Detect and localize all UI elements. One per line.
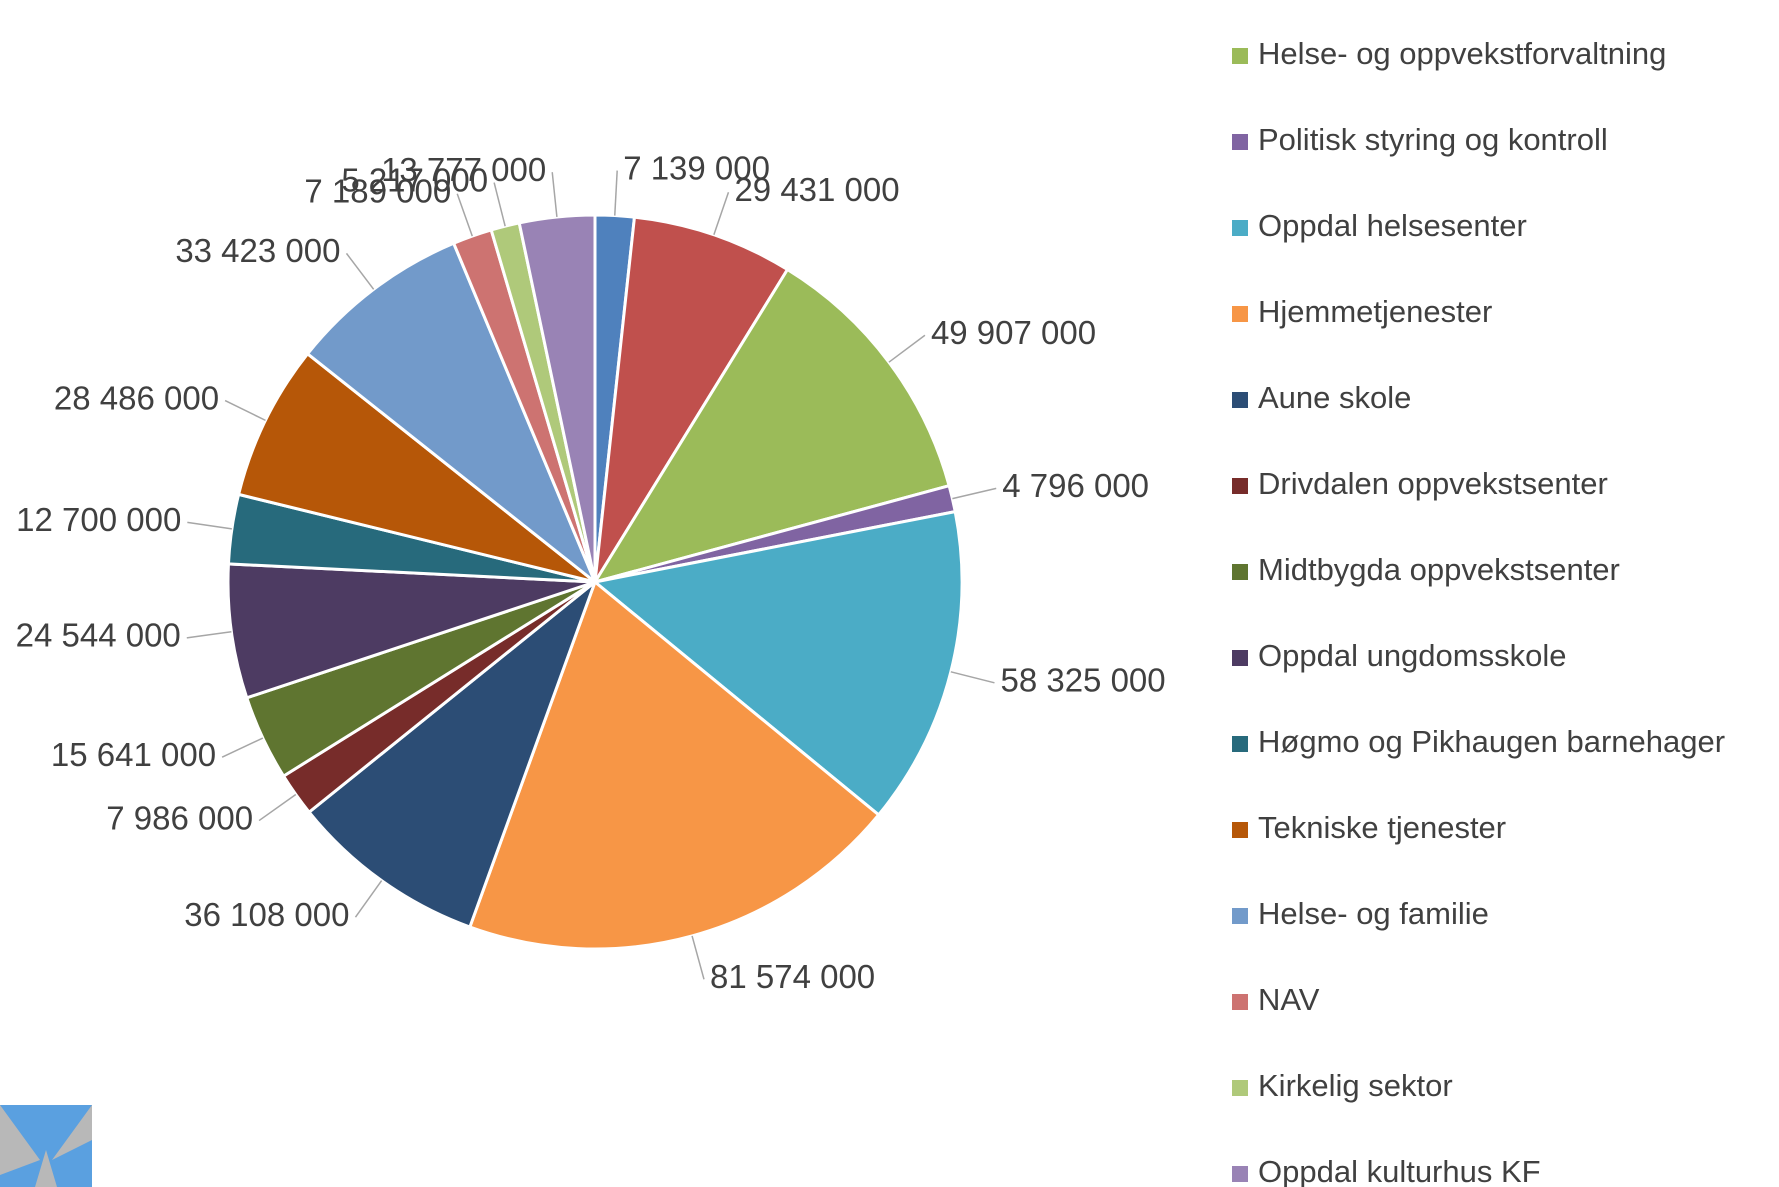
- legend-label: Drivdalen oppvekstsenter: [1258, 466, 1608, 501]
- data-label: 5 217 000: [341, 161, 488, 198]
- data-label: 24 544 000: [16, 617, 181, 654]
- pie-slice: [305, 241, 597, 584]
- logo: [0, 1105, 92, 1187]
- legend-swatch: [1232, 994, 1248, 1010]
- leader-line: [354, 880, 383, 918]
- legend-label: Aune skole: [1258, 380, 1411, 415]
- pie-slice: [226, 562, 596, 700]
- pie-slice: [591, 509, 964, 817]
- legend-swatch: [1232, 1166, 1248, 1182]
- leader-line: [258, 793, 297, 822]
- leader-line: [551, 172, 558, 218]
- leader-line: [345, 252, 375, 290]
- leader-line: [952, 487, 997, 500]
- data-label: 15 641 000: [51, 736, 216, 773]
- legend-label: Helse- og familie: [1258, 896, 1489, 931]
- legend-swatch: [1232, 306, 1248, 322]
- legend-label: Oppdal ungdomsskole: [1258, 638, 1566, 673]
- legend-label: Politisk styring og kontroll: [1258, 122, 1608, 157]
- leader-line: [224, 399, 266, 422]
- legend-label: Midtbygda oppvekstsenter: [1258, 552, 1620, 587]
- data-label: 12 700 000: [16, 501, 181, 538]
- data-label: 28 486 000: [54, 379, 219, 416]
- data-label: 49 907 000: [931, 314, 1096, 351]
- legend-swatch: [1232, 392, 1248, 408]
- data-label: 33 423 000: [175, 232, 340, 269]
- legend-swatch: [1232, 478, 1248, 494]
- data-label: 4 796 000: [1002, 467, 1149, 504]
- pie-slice: [517, 213, 597, 583]
- legend-label: Hjemmetjenester: [1258, 294, 1492, 329]
- leader-line: [713, 191, 730, 236]
- leader-line: [691, 935, 705, 980]
- leader-line: [221, 737, 264, 758]
- legend-swatch: [1232, 822, 1248, 838]
- data-label: 7 986 000: [106, 799, 253, 836]
- legend-label: Kirkelig sektor: [1258, 1068, 1453, 1103]
- leader-line: [950, 671, 995, 684]
- leader-line: [614, 170, 618, 216]
- leader-line: [187, 521, 232, 530]
- legend-swatch: [1232, 220, 1248, 236]
- pie-slice: [236, 351, 596, 584]
- legend-swatch: [1232, 908, 1248, 924]
- leader-line: [888, 334, 926, 363]
- data-label: 29 431 000: [734, 171, 899, 208]
- legend-label: Oppdal helsesenter: [1258, 208, 1527, 243]
- data-label: 7 139 000: [623, 149, 770, 186]
- legend-swatch: [1232, 650, 1248, 666]
- pie-slice: [307, 577, 599, 929]
- legend-swatch: [1232, 48, 1248, 64]
- legend-label: Helse- og oppvekstforvaltning: [1258, 36, 1666, 71]
- pie-slice: [467, 579, 881, 951]
- legend-swatch: [1232, 1080, 1248, 1096]
- legend-swatch: [1232, 134, 1248, 150]
- pie-slice: [593, 215, 790, 583]
- legend-label: Oppdal kulturhus KF: [1258, 1154, 1541, 1187]
- data-label: 36 108 000: [184, 896, 349, 933]
- data-label: 7 189 000: [304, 172, 451, 209]
- legend-label: NAV: [1258, 982, 1320, 1017]
- legend-label: Høgmo og Pikhaugen barnehager: [1258, 724, 1725, 759]
- leader-line: [186, 630, 232, 639]
- legend-swatch: [1232, 564, 1248, 580]
- leader-line: [456, 193, 473, 237]
- data-label: 13 777 000: [381, 151, 546, 188]
- legend-swatch: [1232, 736, 1248, 752]
- data-label: 58 325 000: [1000, 662, 1165, 699]
- leader-line: [493, 182, 506, 227]
- data-label: 81 574 000: [710, 958, 875, 995]
- legend-label: Tekniske tjenester: [1258, 810, 1506, 845]
